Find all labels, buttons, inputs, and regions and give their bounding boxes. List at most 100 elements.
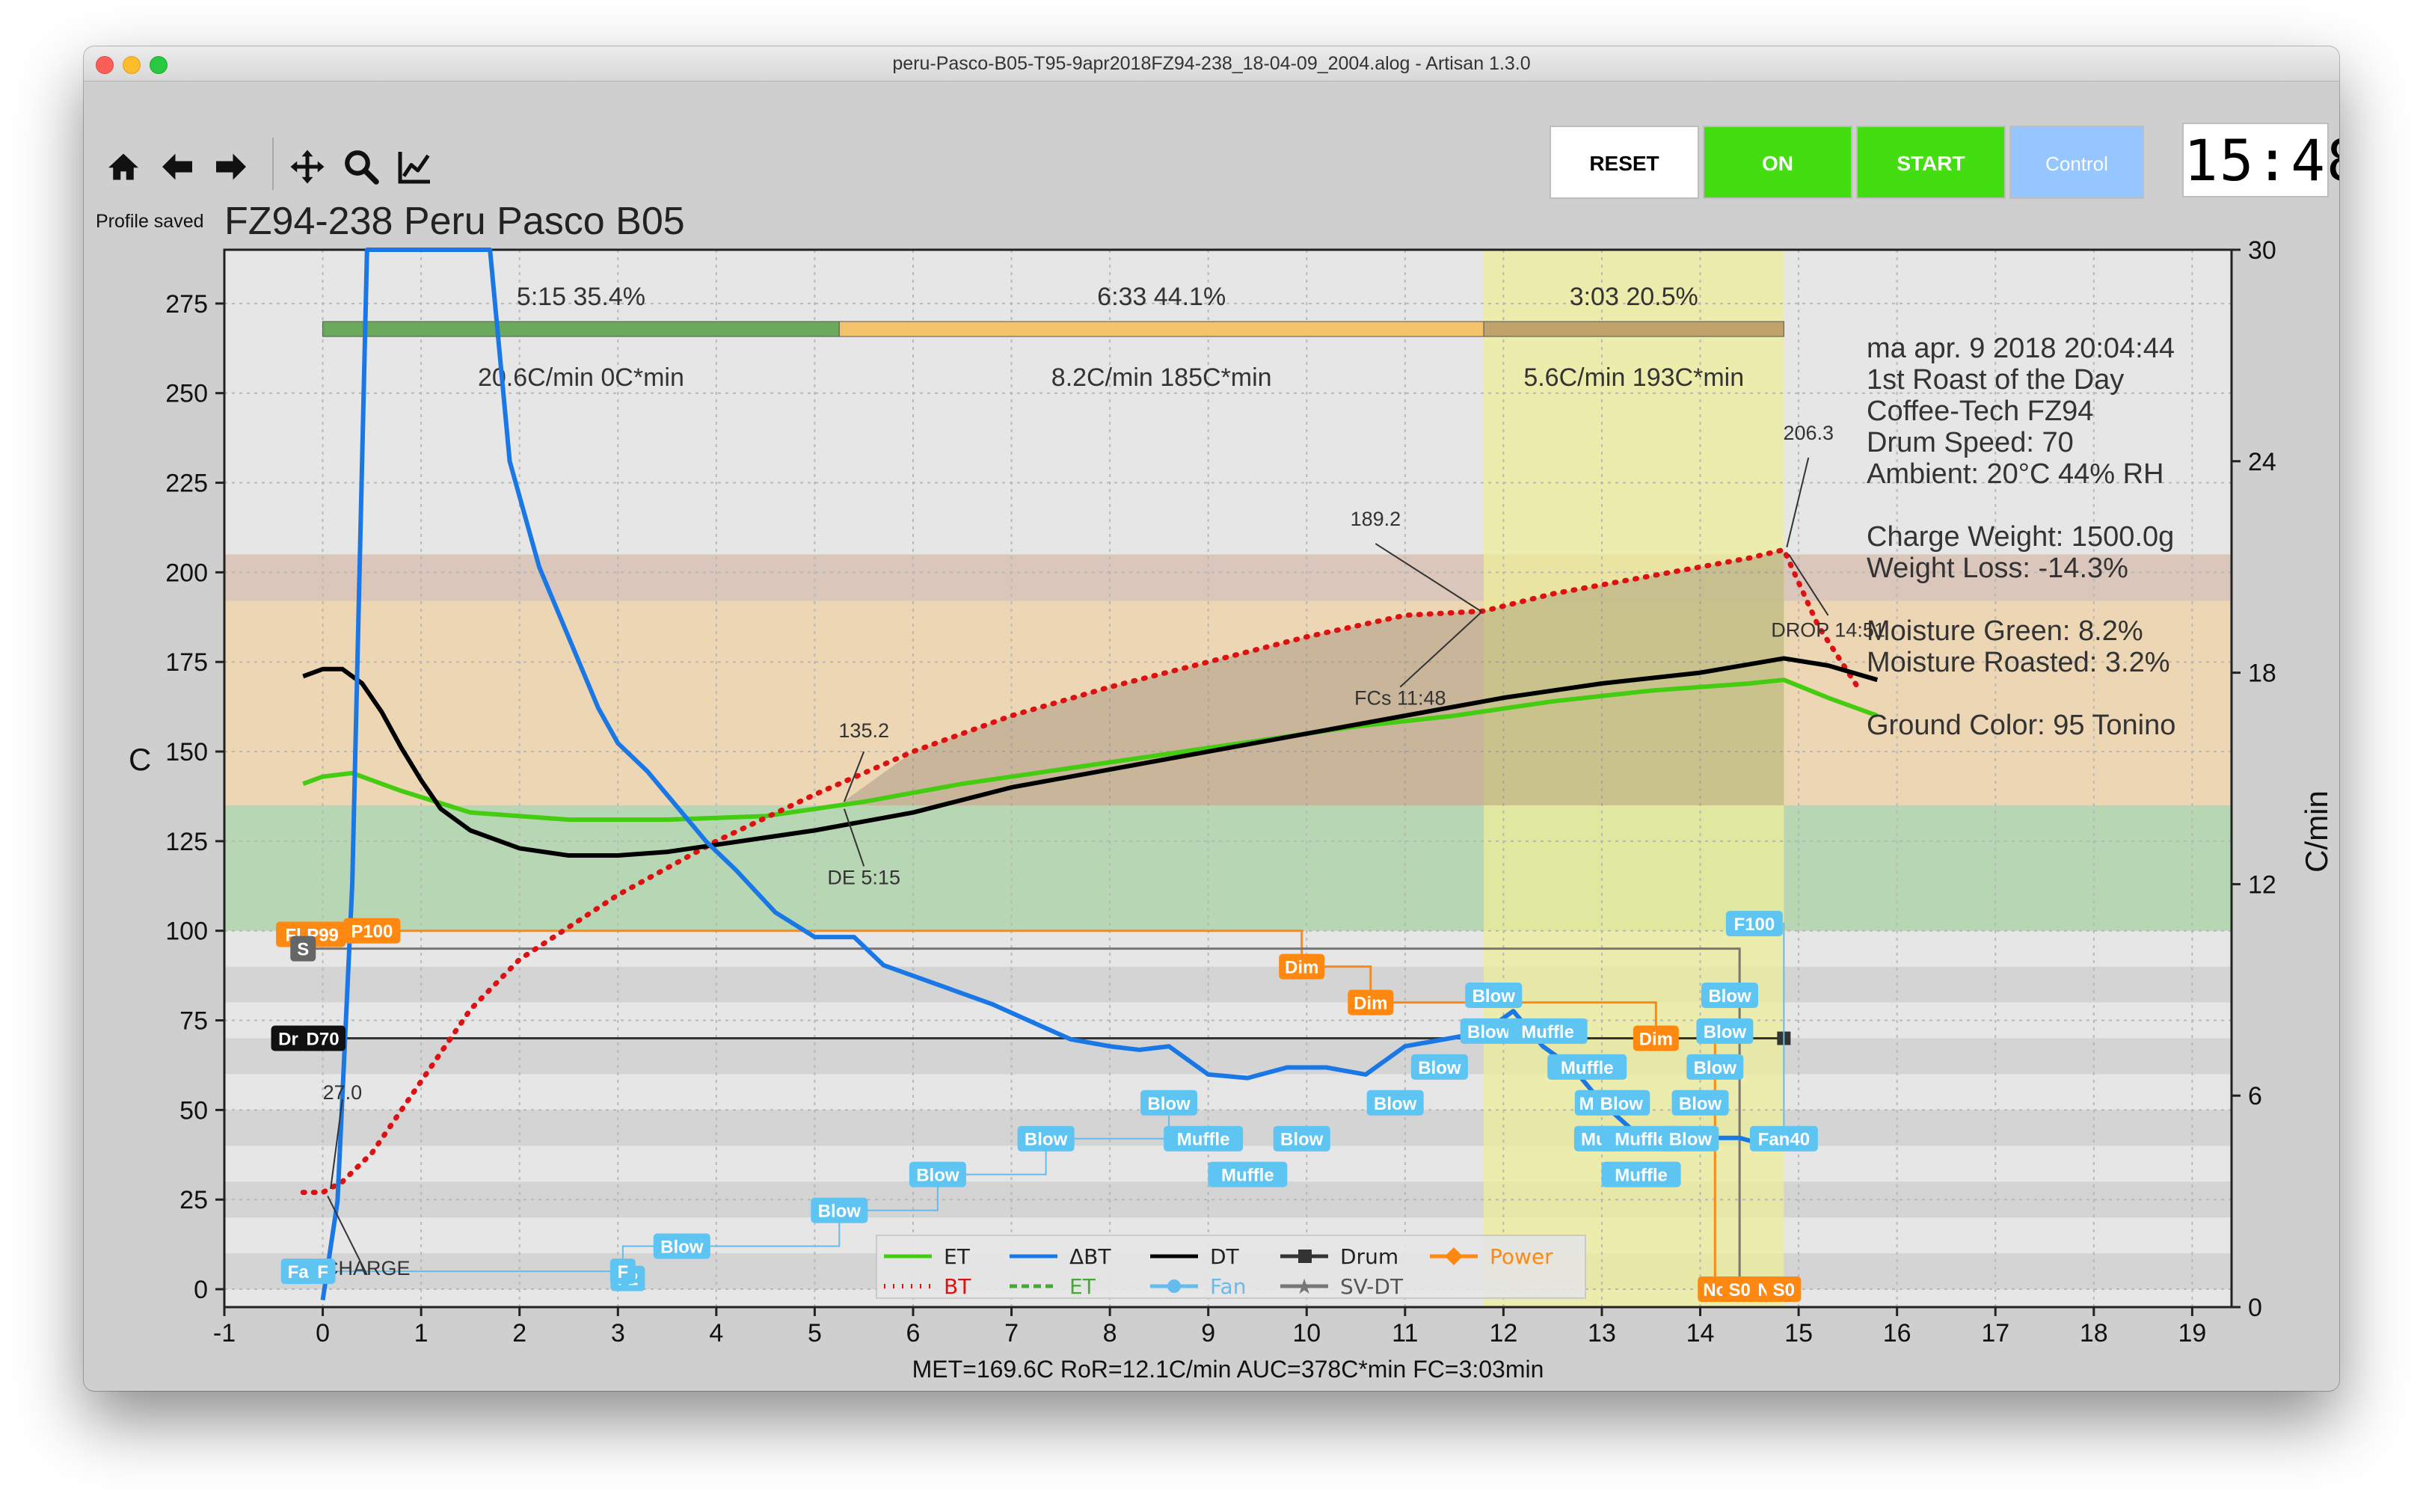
event-tag xyxy=(1164,1125,1244,1152)
phase-ror-label: 5.6C/min 193C*min xyxy=(1523,363,1744,392)
reset-button[interactable]: RESET xyxy=(1550,126,1699,199)
start-button[interactable]: START xyxy=(1856,126,2006,199)
forward-arrow-icon[interactable] xyxy=(212,148,250,185)
y2-tick-label: 0 xyxy=(2248,1294,2262,1322)
title-bar[interactable]: peru-Pasco-B05-T95-9apr2018FZ94-238_18-0… xyxy=(84,46,2339,82)
event-tag xyxy=(609,1259,636,1285)
phase-duration-label: 6:33 44.1% xyxy=(1097,283,1226,311)
annotation-pointer xyxy=(1399,611,1483,688)
roast-chart[interactable]: -1 0 1 2 3 4 5 6 7 8 9 10 11 12 13 14 15 16 17 18 1902550751… xyxy=(84,46,2339,1391)
event-tag xyxy=(1633,1025,1679,1051)
close-window-button[interactable] xyxy=(96,56,114,74)
event-tag xyxy=(1273,1125,1330,1152)
annotation-label: 189.2 xyxy=(1351,508,1401,530)
back-arrow-icon[interactable] xyxy=(159,148,196,185)
event-tag xyxy=(1593,1090,1650,1116)
event-tag-label: P100 xyxy=(351,922,393,942)
phase-duration-label: 5:15 35.4% xyxy=(517,283,645,311)
x-tick-label: 9 xyxy=(1201,1319,1215,1347)
event-tag-label: Blow xyxy=(1600,1094,1644,1114)
sv-dt-line xyxy=(303,947,1741,1290)
legend-label: ET xyxy=(1069,1274,1096,1299)
on-button[interactable]: ON xyxy=(1703,126,1852,199)
event-tag-label: F xyxy=(618,1262,629,1282)
event-tag xyxy=(1701,982,1758,1008)
event-tag xyxy=(1465,982,1523,1008)
event-tag-label: Muffle xyxy=(1615,1166,1668,1186)
y2-tick-label: 6 xyxy=(2248,1082,2262,1110)
control-button[interactable]: Control xyxy=(2009,126,2144,199)
plot-frame xyxy=(223,248,2233,1309)
info-line: Moisture Green: 8.2% xyxy=(1867,615,2143,647)
x-tick-label: 13 xyxy=(1588,1319,1616,1347)
legend-label: ET xyxy=(944,1244,971,1269)
x-tick-label: 5 xyxy=(808,1319,822,1347)
phase-bar xyxy=(322,321,840,337)
phase-bar xyxy=(838,321,1484,337)
event-tag-label: Blow xyxy=(1147,1094,1191,1114)
event-tag-label: Blow xyxy=(1025,1130,1068,1150)
event-tag xyxy=(1508,1018,1588,1044)
event-tag xyxy=(909,1161,966,1187)
series-dt xyxy=(302,656,1879,858)
y-tick-label: 100 xyxy=(165,918,208,946)
info-line: 1st Roast of the Day xyxy=(1867,364,2124,396)
y-tick-label: 250 xyxy=(165,380,208,408)
auc-area xyxy=(839,550,1784,805)
plot-band-lower xyxy=(224,1038,2232,1075)
info-line: ma apr. 9 2018 20:04:44 xyxy=(1867,333,2175,364)
series-bt xyxy=(300,547,1861,1196)
event-tag-label: Fan40 xyxy=(1758,1130,1810,1150)
legend-marker xyxy=(1298,1250,1312,1263)
x-tick-label: 18 xyxy=(2080,1319,2108,1347)
event-tag xyxy=(1686,1054,1744,1080)
artisan-window: peru-Pasco-B05-T95-9apr2018FZ94-238_18-0… xyxy=(84,46,2339,1391)
event-tag xyxy=(1547,1054,1627,1080)
event-tag xyxy=(343,918,401,944)
y-tick-label: 200 xyxy=(165,559,208,587)
pan-icon[interactable] xyxy=(289,148,326,185)
event-tag xyxy=(1366,1090,1424,1116)
event-tag xyxy=(1671,1090,1729,1116)
fan-line xyxy=(322,1102,1170,1273)
event-tag xyxy=(300,1025,346,1051)
event-tag-label: Dim xyxy=(1354,994,1387,1014)
minimize-window-button[interactable] xyxy=(123,56,141,74)
event-tag xyxy=(1410,1054,1468,1080)
status-message: Profile saved xyxy=(96,211,204,232)
maximize-window-button[interactable] xyxy=(150,56,168,74)
phase-band xyxy=(224,600,2232,805)
annotation-label: FCs 11:48 xyxy=(1354,687,1446,710)
event-tag-label: Blow xyxy=(1669,1130,1713,1150)
event-tag-label: Blow xyxy=(1679,1094,1722,1114)
event-tag-label: Muffle xyxy=(1177,1130,1230,1150)
window-title: peru-Pasco-B05-T95-9apr2018FZ94-238_18-0… xyxy=(892,53,1531,74)
y2-tick-label: 12 xyxy=(2248,870,2276,899)
phase-ror-label: 8.2C/min 185C*min xyxy=(1051,363,1272,392)
zoom-icon[interactable] xyxy=(343,148,380,185)
legend-label: DT xyxy=(1210,1244,1240,1269)
x-tick-label: 19 xyxy=(2178,1319,2206,1347)
y2-axis-label: C/min xyxy=(2299,790,2334,873)
y2-tick-label: 24 xyxy=(2248,448,2276,476)
home-icon[interactable] xyxy=(105,148,142,185)
y2-tick-label: 18 xyxy=(2248,660,2276,688)
chart-options-icon[interactable] xyxy=(396,148,434,185)
x-tick-label: 14 xyxy=(1686,1319,1715,1347)
event-tag xyxy=(1749,1125,1818,1152)
event-tag xyxy=(1208,1161,1288,1187)
annotation-pointer xyxy=(1375,543,1482,612)
event-tag xyxy=(1662,1125,1719,1152)
annotation-pointer xyxy=(1788,553,1829,616)
x-tick-label: 17 xyxy=(1981,1319,2009,1347)
event-tag-label: Blow xyxy=(1374,1094,1417,1114)
legend-marker xyxy=(1445,1247,1463,1265)
event-tag-label: S0 xyxy=(1728,1280,1750,1300)
event-tag-label: Blow xyxy=(916,1166,959,1186)
event-tag-label: Fa xyxy=(288,1262,310,1282)
x-tick-label: 11 xyxy=(1392,1319,1418,1347)
y-tick-label: 25 xyxy=(179,1186,208,1214)
legend-marker xyxy=(1167,1279,1181,1293)
event-tag xyxy=(1766,1276,1802,1303)
event-tag-label: Muffle xyxy=(1561,1058,1614,1078)
